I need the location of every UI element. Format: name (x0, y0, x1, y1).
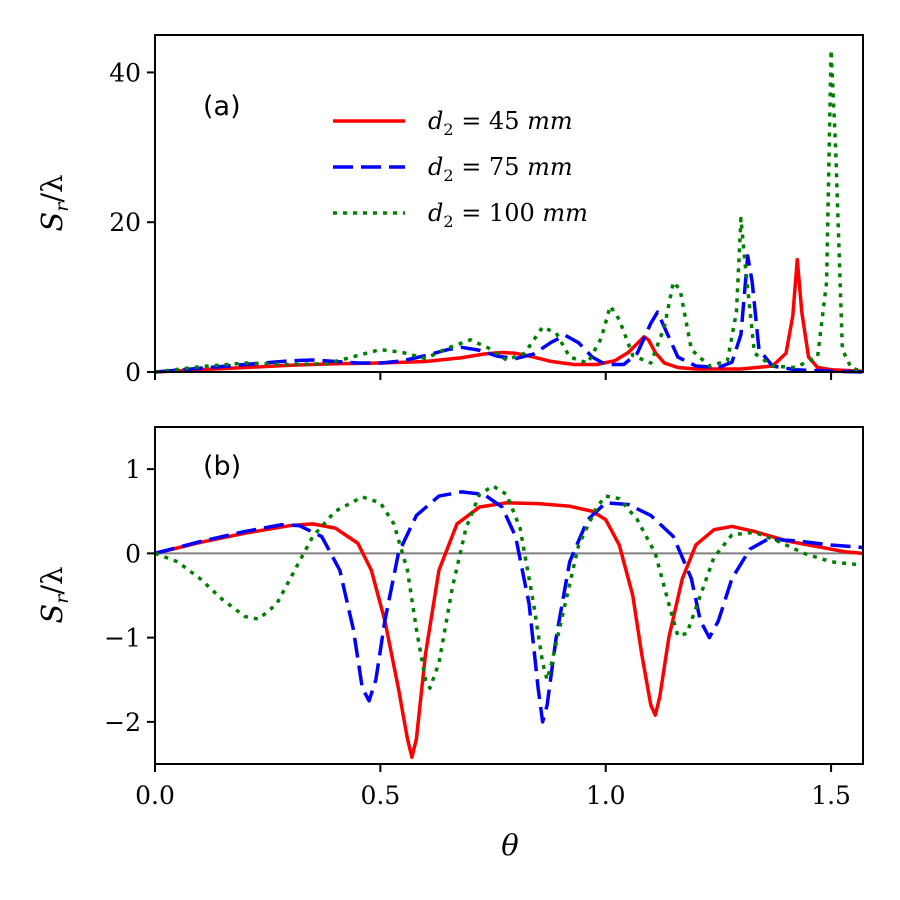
panel-a-ytick-label-1: 20 (109, 208, 141, 237)
panel-a-ylabel: Sr/λ (35, 174, 73, 231)
legend: d2 = 45 mm d2 = 75 mm d2 = 100 mm (333, 107, 588, 231)
panel-b-ylabel-sub: r (51, 593, 73, 604)
legend-label-2: d2 = 100 mm (428, 199, 588, 231)
x-axis-label: θ (501, 828, 518, 862)
panel-a-ylabel-sub: r (51, 201, 73, 212)
panel-a-label: (a) (203, 91, 241, 122)
panel-b: −2 −1 0 1 0.0 0.5 1.0 1.5 (b) Sr/λ θ (35, 426, 864, 862)
panel-a-series-0-line (154, 257, 864, 374)
panel-a-ylabel-rest: /λ (35, 174, 69, 202)
panel-b-series-2-line (154, 484, 864, 690)
panel-b-frame (154, 426, 864, 765)
panel-a-ytick-label-0: 0 (125, 358, 141, 387)
panel-b-ytick-label-1: −1 (104, 624, 141, 653)
panel-b-ytick-label-2: 0 (125, 539, 141, 568)
panel-b-xtick-label-0: 0.0 (135, 781, 175, 810)
panel-b-series-1-line (154, 490, 864, 724)
panel-b-ylabel-rest: /λ (35, 566, 69, 594)
panel-b-series-layer (154, 484, 864, 760)
panel-b-xtick-label-1: 0.5 (360, 781, 400, 810)
panel-b-label: (b) (203, 451, 241, 482)
panel-b-series-0-line (154, 501, 864, 760)
panel-b-ylabel: Sr/λ (35, 566, 73, 623)
panel-b-ticks: −2 −1 0 1 0.0 0.5 1.0 1.5 (104, 455, 851, 810)
panel-a-ticks: 0 20 40 (109, 58, 833, 387)
legend-label-0: d2 = 45 mm (428, 107, 573, 139)
legend-label-1: d2 = 75 mm (428, 153, 573, 185)
panel-a-series-2-line (154, 48, 864, 374)
panel-a-ytick-label-2: 40 (109, 58, 141, 87)
panel-a-frame (154, 34, 864, 373)
panel-b-xtick-label-3: 1.5 (811, 781, 851, 810)
panel-b-ytick-label-3: 1 (125, 455, 141, 484)
panel-a-series-1-line (154, 254, 864, 374)
panel-b-xtick-label-2: 1.0 (586, 781, 626, 810)
panel-b-ytick-label-0: −2 (104, 708, 141, 737)
panel-a-series-layer (154, 48, 864, 374)
